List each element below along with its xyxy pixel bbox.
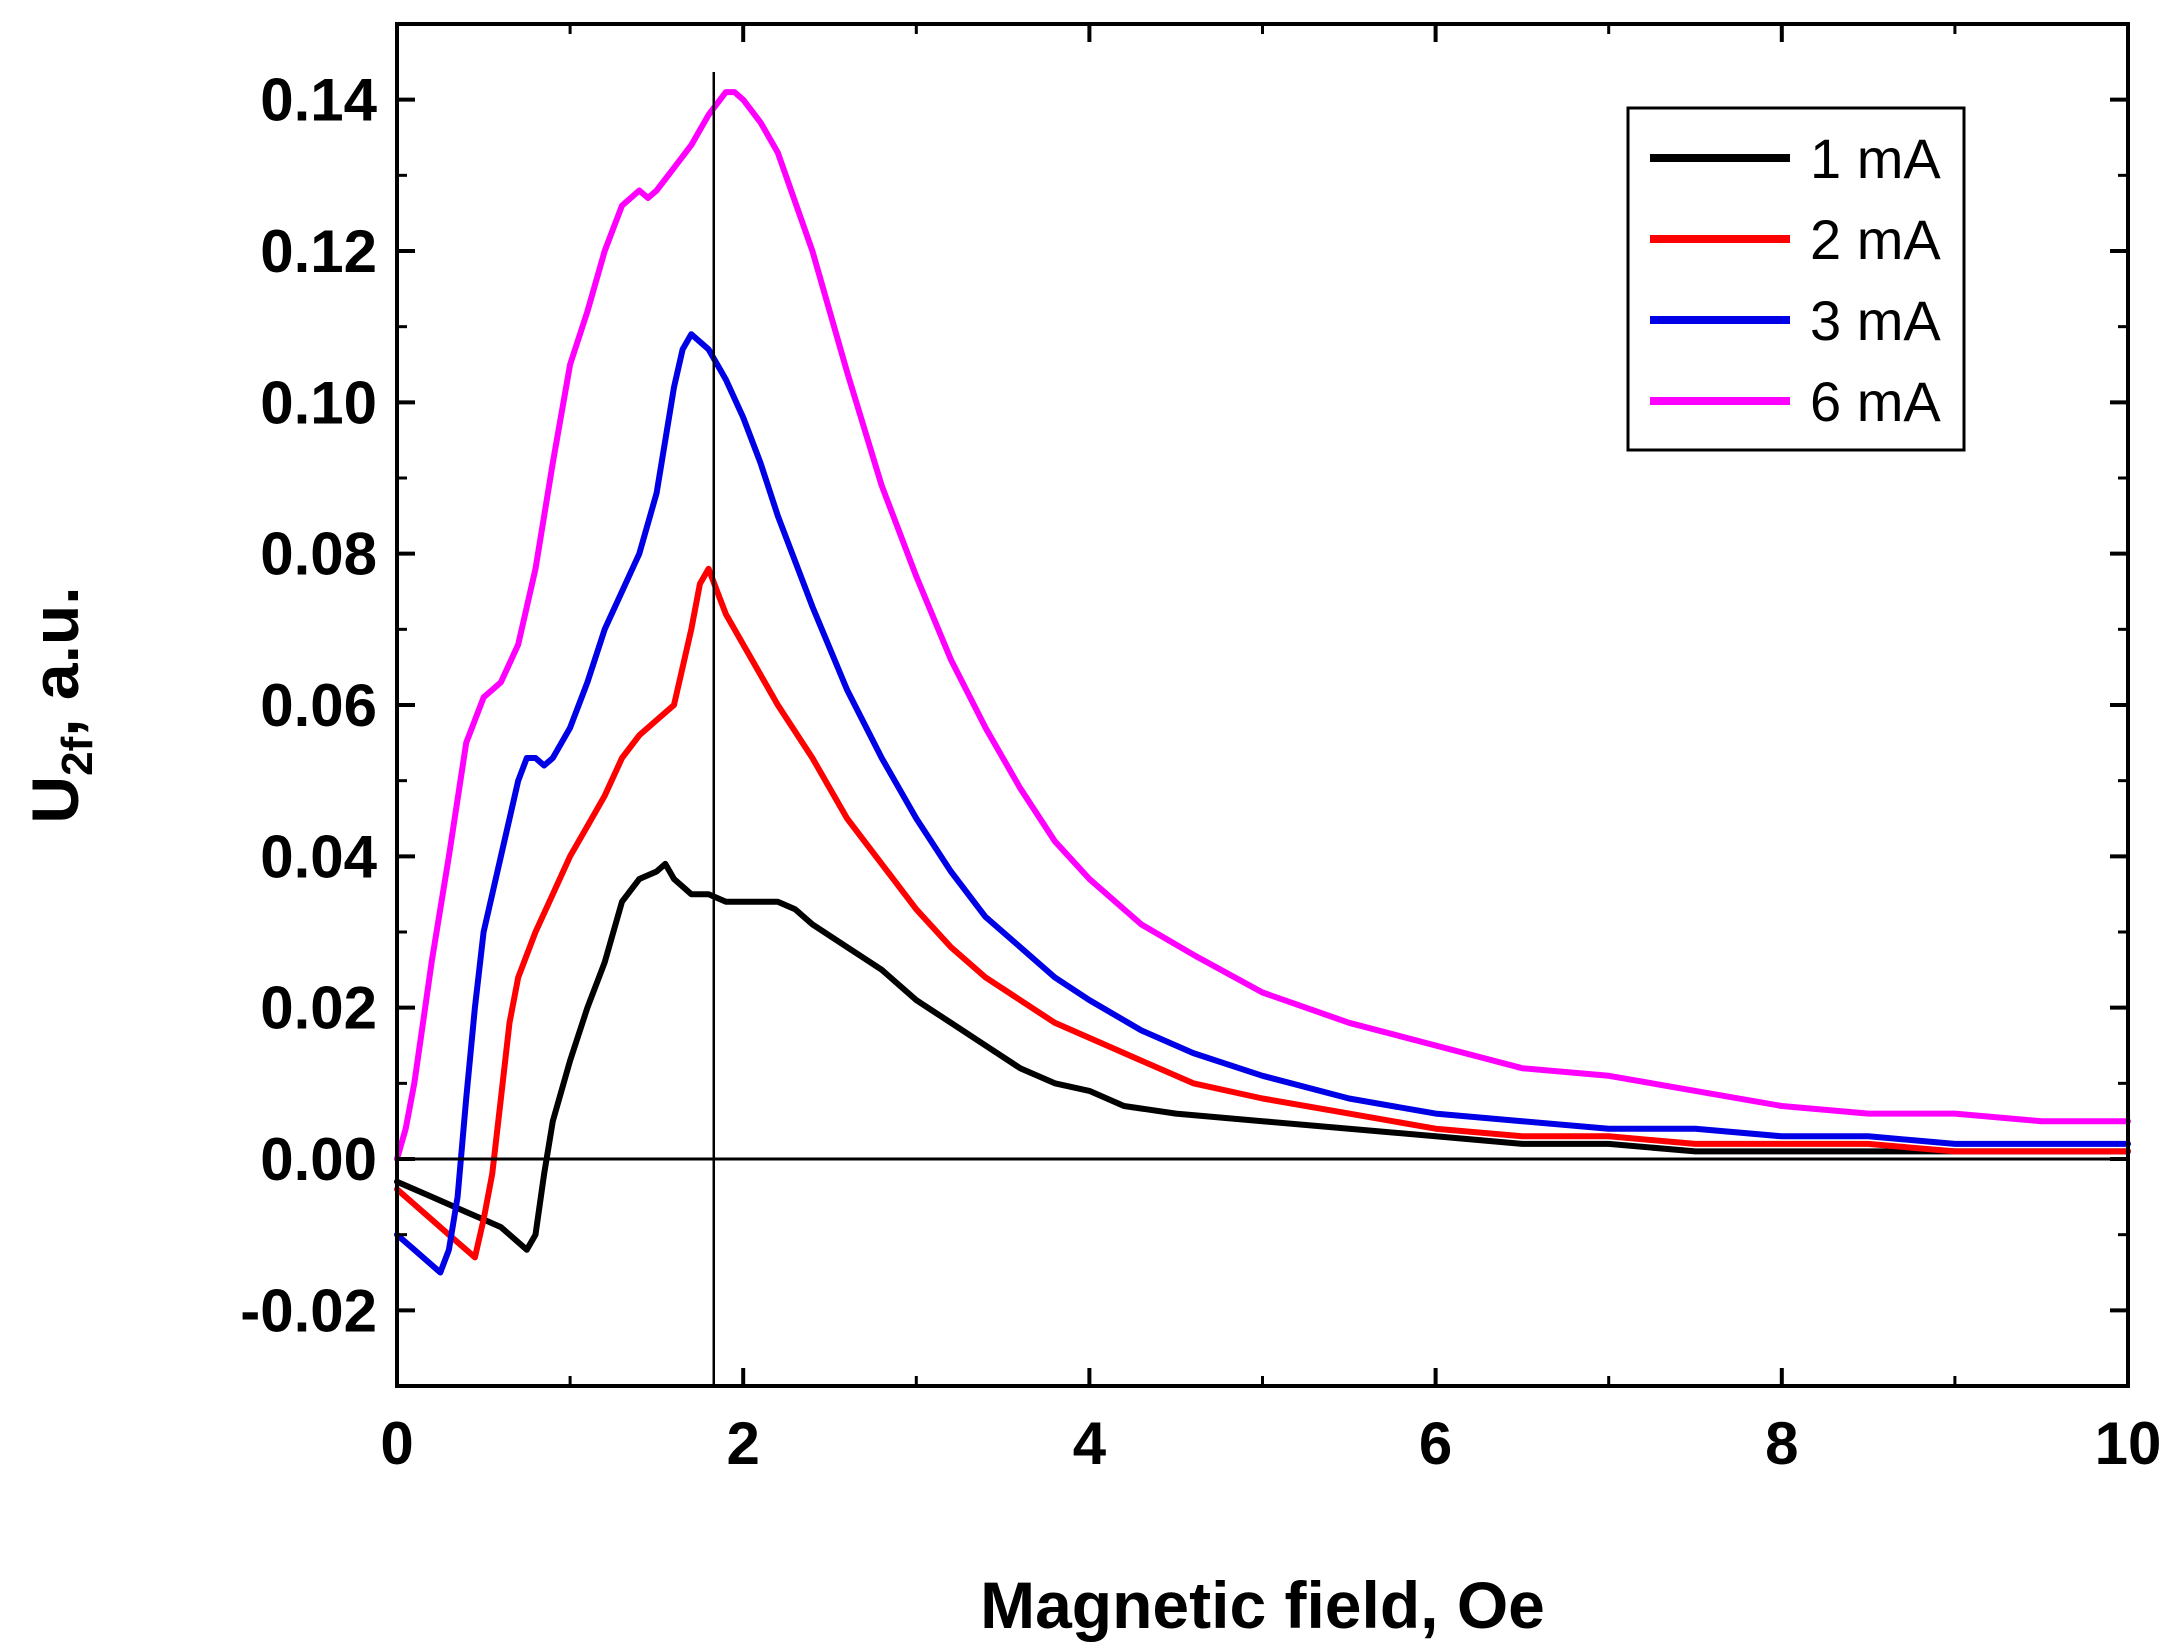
y-tick-label: 0.08 — [260, 521, 377, 588]
series-line-1 — [394, 860, 2131, 1253]
x-tick-label: 6 — [1419, 1410, 1452, 1477]
x-tick-label: 2 — [727, 1410, 760, 1477]
y-tick-label: 0.14 — [260, 67, 377, 134]
y-tick-label: 0.04 — [260, 823, 377, 890]
legend-box — [1626, 106, 1966, 452]
y-tick-label: 0.10 — [260, 369, 377, 436]
series-line-4 — [394, 89, 2131, 1162]
x-axis-title: Magnetic field, Oe — [980, 1568, 1545, 1642]
reference-lines — [397, 72, 2128, 1386]
y-axis-title-subscript: 2f — [53, 736, 102, 775]
x-tick-label: 0 — [380, 1410, 413, 1477]
y-tick-label: 0.02 — [260, 975, 377, 1042]
series-layer — [394, 89, 2131, 1276]
legend-label: 3 mA — [1810, 289, 1941, 352]
legend-label: 2 mA — [1810, 208, 1941, 271]
series-line-3 — [394, 331, 2131, 1276]
y-axis-title: U2f, a.u. — [18, 586, 102, 823]
y-tick-label: 0.12 — [260, 218, 377, 285]
x-tick-label: 8 — [1765, 1410, 1798, 1477]
y-tick-label: 0.06 — [260, 672, 377, 739]
x-tick-label: 10 — [2095, 1410, 2162, 1477]
legend: 1 mA 2 mA 3 mA 6 mA — [1626, 106, 1966, 452]
legend-label: 1 mA — [1810, 127, 1941, 190]
legend-label: 6 mA — [1810, 370, 1941, 433]
y-tick-label: -0.02 — [240, 1277, 377, 1344]
axis-ticks: 0 2 4 6 8 10 -0.02 0.00 0.02 0.04 0.06 0.08 0.10 0.12… — [240, 24, 2161, 1477]
y-axis-title-suffix: , a.u. — [18, 586, 92, 736]
x-tick-label: 4 — [1073, 1410, 1107, 1477]
y-tick-label: 0.00 — [260, 1126, 377, 1193]
series-line-2 — [394, 565, 2131, 1261]
y-axis-title-main: U — [18, 776, 92, 824]
